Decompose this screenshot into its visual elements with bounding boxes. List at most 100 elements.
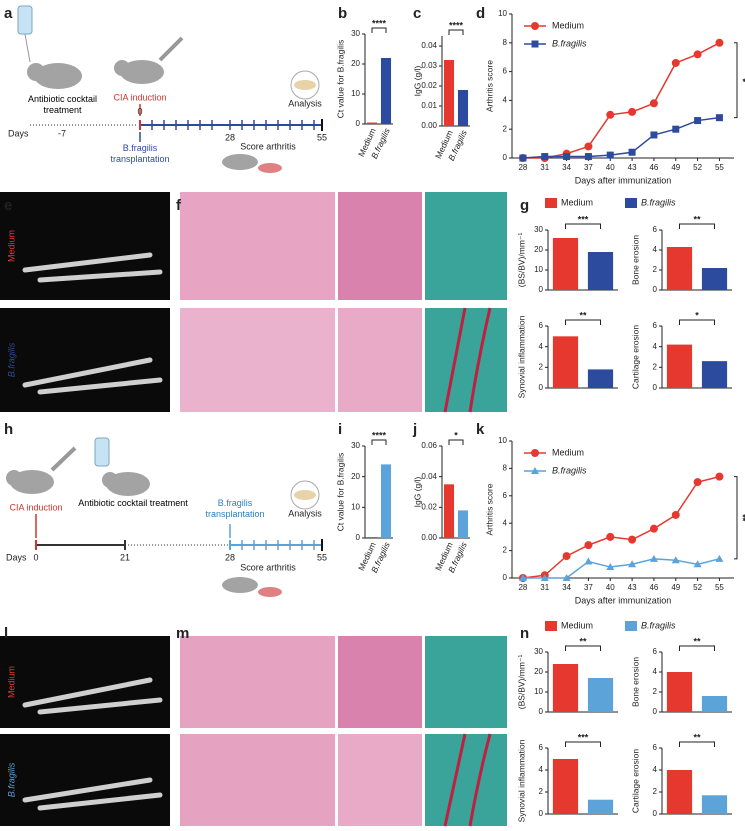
significance-bracket: [734, 42, 738, 119]
y-tick-label: 0.02: [421, 502, 437, 511]
icon-circle: [290, 70, 320, 100]
paw: [294, 490, 316, 500]
legend-label: B.fragilis: [641, 620, 676, 630]
significance: ****: [372, 430, 387, 440]
induction-label: CIA induction: [9, 502, 62, 512]
marker: [628, 535, 637, 544]
y-tick-label: 2: [539, 787, 544, 796]
y-tick-label: 0: [503, 573, 508, 582]
syringe: [158, 36, 184, 62]
y-tick-label: 30: [534, 647, 543, 656]
y-tick-label: 0: [653, 383, 658, 392]
legend-swatch: [545, 621, 557, 631]
bar: [666, 247, 693, 290]
row-label: B.fragilis: [6, 762, 16, 797]
row-label: Medium: [6, 666, 16, 698]
y-tick-label: 8: [503, 464, 508, 473]
y-tick-label: 0: [503, 153, 508, 162]
marker: [715, 114, 723, 122]
marker: [693, 50, 702, 59]
legend-label: Medium: [561, 197, 593, 207]
y-tick-label: 0.06: [421, 441, 437, 450]
y-tick-label: 2: [653, 687, 658, 696]
marker: [531, 22, 539, 30]
y-axis-label: (BS/BV)/mm⁻¹: [516, 655, 526, 710]
marker: [606, 110, 615, 119]
y-axis-label: IgG (g/l): [412, 476, 422, 507]
significance: **: [579, 310, 587, 320]
syringe: [50, 446, 77, 472]
series-line: [522, 475, 720, 579]
x-tick-label: 31: [540, 163, 549, 172]
marker: [562, 574, 571, 581]
y-tick-label: 6: [653, 647, 658, 656]
marker: [518, 574, 527, 581]
marker: [584, 153, 592, 161]
marker: [671, 58, 680, 67]
marker: [649, 99, 658, 108]
y-tick-label: 4: [539, 765, 544, 774]
marker: [606, 563, 615, 571]
y-tick-label: 0.03: [421, 61, 437, 70]
significance: ***: [578, 732, 589, 742]
marker: [672, 125, 680, 133]
marker: [606, 532, 615, 541]
y-tick-label: 10: [351, 89, 360, 98]
mouse-head: [27, 63, 45, 81]
significance-bracket: [565, 319, 601, 325]
x-tick-label: 31: [540, 583, 549, 592]
images: Medium B.fragilis Medium B.fragilis: [0, 192, 507, 827]
bones: [22, 252, 163, 811]
panel-label: a: [4, 5, 13, 22]
significance-bracket: [679, 319, 715, 325]
significance-bracket: [679, 645, 715, 651]
he-image: [180, 192, 335, 300]
y-tick-label: 10: [351, 502, 360, 511]
label-box: Antibiotic cocktail treatment: [28, 94, 97, 115]
marker: [649, 554, 658, 562]
significance: ****: [372, 18, 387, 28]
series-line: [522, 116, 720, 159]
he-image: [180, 308, 335, 412]
icon-circle: [290, 480, 320, 510]
x-tick-label: 37: [584, 583, 593, 592]
y-tick-label: 8: [503, 38, 508, 47]
marker: [584, 142, 593, 151]
y-tick-label: 0: [539, 383, 544, 392]
y-axis-label: Bone erosion: [630, 235, 640, 285]
y-tick-label: 10: [498, 436, 507, 445]
paw: [258, 587, 282, 597]
induction-label: CIA induction: [113, 92, 166, 102]
y-tick-label: 20: [351, 472, 360, 481]
y-axis-label: Cartilage erosion: [630, 749, 640, 814]
mouse-head: [6, 470, 22, 486]
marker: [693, 478, 702, 487]
x-tick-label: 55: [715, 163, 724, 172]
marker: [671, 510, 680, 519]
bar: [587, 369, 614, 388]
legend-swatch: [545, 198, 557, 208]
x-tick-label: 55: [715, 583, 724, 592]
marker: [715, 472, 724, 481]
y-tick-label: 6: [653, 225, 658, 234]
mouse-head: [114, 60, 130, 76]
series-line: [522, 42, 720, 159]
y-axis-label: Ct value for B.fragilis: [335, 40, 345, 118]
legend-label: Medium: [552, 20, 584, 30]
significance: ***: [578, 214, 589, 224]
y-tick-label: 4: [653, 342, 658, 351]
marker: [628, 148, 636, 156]
day-mark: 28: [225, 552, 235, 562]
y-tick-label: 4: [653, 765, 658, 774]
marker: [694, 117, 702, 125]
bar: [701, 696, 728, 712]
legend-label: B.fragilis: [641, 197, 676, 207]
significance-bracket: [565, 223, 601, 229]
bar: [443, 484, 455, 538]
marker: [562, 552, 571, 561]
marker: [650, 131, 658, 139]
y-tick-label: 2: [503, 546, 508, 555]
legend-swatch: [625, 198, 637, 208]
y-tick-label: 6: [653, 321, 658, 330]
marker: [715, 554, 724, 562]
